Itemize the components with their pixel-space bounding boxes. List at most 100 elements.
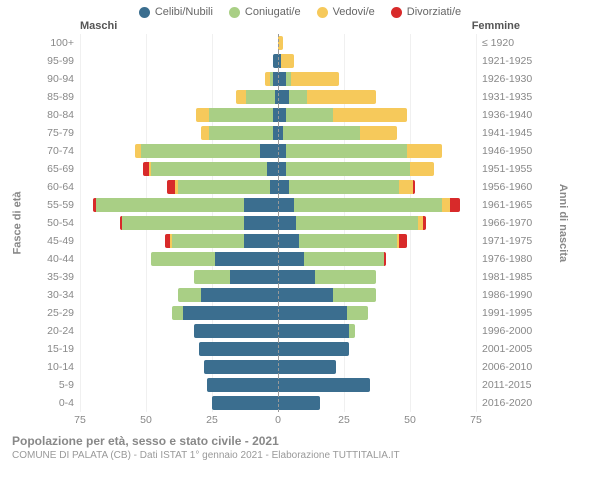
bar-segment xyxy=(207,378,278,392)
center-axis xyxy=(278,376,279,394)
row-bars xyxy=(80,216,476,230)
row-bars xyxy=(80,126,476,140)
female-half xyxy=(278,162,476,176)
age-label: 40-44 xyxy=(40,253,80,265)
female-half xyxy=(278,36,476,50)
male-half xyxy=(80,90,278,104)
bar-segment xyxy=(246,90,275,104)
age-label: 65-69 xyxy=(40,163,80,175)
row-bars xyxy=(80,90,476,104)
female-half xyxy=(278,198,476,212)
center-axis xyxy=(278,232,279,250)
male-half xyxy=(80,342,278,356)
legend-swatch xyxy=(229,7,240,18)
age-label: 60-64 xyxy=(40,181,80,193)
bar-segment xyxy=(278,270,315,284)
pyramid-row: 10-142006-2010 xyxy=(40,358,538,376)
bar-segment xyxy=(450,198,461,212)
birth-year-label: 1931-1935 xyxy=(476,91,538,103)
legend-label: Celibi/Nubili xyxy=(155,6,213,18)
x-tick-label: 75 xyxy=(470,414,482,426)
pyramid-row: 55-59 1961-1965 xyxy=(40,196,538,214)
bar-segment xyxy=(267,162,278,176)
bar-segment xyxy=(209,108,272,122)
row-bars xyxy=(80,198,476,212)
pyramid-row: 20-24 1996-2000 xyxy=(40,322,538,340)
pyramid-row: 85-891931-1935 xyxy=(40,88,538,106)
pyramid-row: 75-79 1941-1945 xyxy=(40,124,538,142)
bar-segment xyxy=(201,288,278,302)
age-label: 20-24 xyxy=(40,325,80,337)
bar-segment xyxy=(442,198,450,212)
male-half xyxy=(80,360,278,374)
birth-year-label: 1956-1960 xyxy=(476,181,538,193)
age-label: 35-39 xyxy=(40,271,80,283)
male-half xyxy=(80,324,278,338)
bar-segment xyxy=(244,216,278,230)
bar-segment xyxy=(304,252,383,266)
bar-segment xyxy=(299,234,397,248)
bar-segment xyxy=(286,162,410,176)
bar-segment xyxy=(178,180,270,194)
bar-segment xyxy=(244,234,278,248)
chart-title: Popolazione per età, sesso e stato civil… xyxy=(12,434,588,448)
bar-segment xyxy=(209,126,272,140)
bar-segment xyxy=(399,180,412,194)
yaxis-title-right: Anni di nascita xyxy=(557,184,569,262)
bar-segment xyxy=(291,72,339,86)
bar-segment xyxy=(307,90,376,104)
bar-segment xyxy=(122,216,243,230)
pyramid-row: 65-691951-1955 xyxy=(40,160,538,178)
bar-segment xyxy=(278,288,333,302)
birth-year-label: 1961-1965 xyxy=(476,199,538,211)
center-axis xyxy=(278,70,279,88)
bar-segment xyxy=(151,162,267,176)
row-bars xyxy=(80,54,476,68)
bar-segment xyxy=(399,234,407,248)
age-label: 75-79 xyxy=(40,127,80,139)
row-bars xyxy=(80,396,476,410)
bar-segment xyxy=(201,126,209,140)
bar-segment xyxy=(278,90,289,104)
bar-segment xyxy=(278,324,349,338)
age-label: 55-59 xyxy=(40,199,80,211)
bar-segment xyxy=(333,108,407,122)
legend-label: Coniugati/e xyxy=(245,6,301,18)
center-axis xyxy=(278,34,279,52)
row-bars xyxy=(80,270,476,284)
center-axis xyxy=(278,196,279,214)
legend: Celibi/NubiliConiugati/eVedovi/eDivorzia… xyxy=(0,0,600,20)
center-axis xyxy=(278,124,279,142)
age-label: 25-29 xyxy=(40,307,80,319)
bar-segment xyxy=(141,144,260,158)
birth-year-label: 1966-1970 xyxy=(476,217,538,229)
center-axis xyxy=(278,88,279,106)
birth-year-label: 1996-2000 xyxy=(476,325,538,337)
center-axis xyxy=(278,358,279,376)
center-axis xyxy=(278,304,279,322)
male-half xyxy=(80,288,278,302)
male-half xyxy=(80,270,278,284)
birth-year-label: 1981-1985 xyxy=(476,271,538,283)
female-half xyxy=(278,180,476,194)
birth-year-label: ≤ 1920 xyxy=(476,37,538,49)
bar-segment xyxy=(289,180,400,194)
pyramid-chart: Fasce di età Anni di nascita 100+≤ 19209… xyxy=(0,34,600,412)
center-axis xyxy=(278,250,279,268)
legend-item: Celibi/Nubili xyxy=(139,6,213,18)
bar-segment xyxy=(270,180,278,194)
birth-year-label: 1921-1925 xyxy=(476,55,538,67)
bar-segment xyxy=(315,270,376,284)
bar-segment xyxy=(244,198,278,212)
bar-segment xyxy=(260,144,278,158)
bar-segment xyxy=(278,378,370,392)
gender-subheader: Maschi Femmine xyxy=(0,20,600,34)
bar-segment xyxy=(407,144,441,158)
pyramid-row: 5-92011-2015 xyxy=(40,376,538,394)
bar-segment xyxy=(349,324,354,338)
birth-year-label: 2011-2015 xyxy=(476,379,538,391)
birth-year-label: 1941-1945 xyxy=(476,127,538,139)
male-half xyxy=(80,126,278,140)
bar-segment xyxy=(178,288,202,302)
bar-segment xyxy=(212,396,278,410)
